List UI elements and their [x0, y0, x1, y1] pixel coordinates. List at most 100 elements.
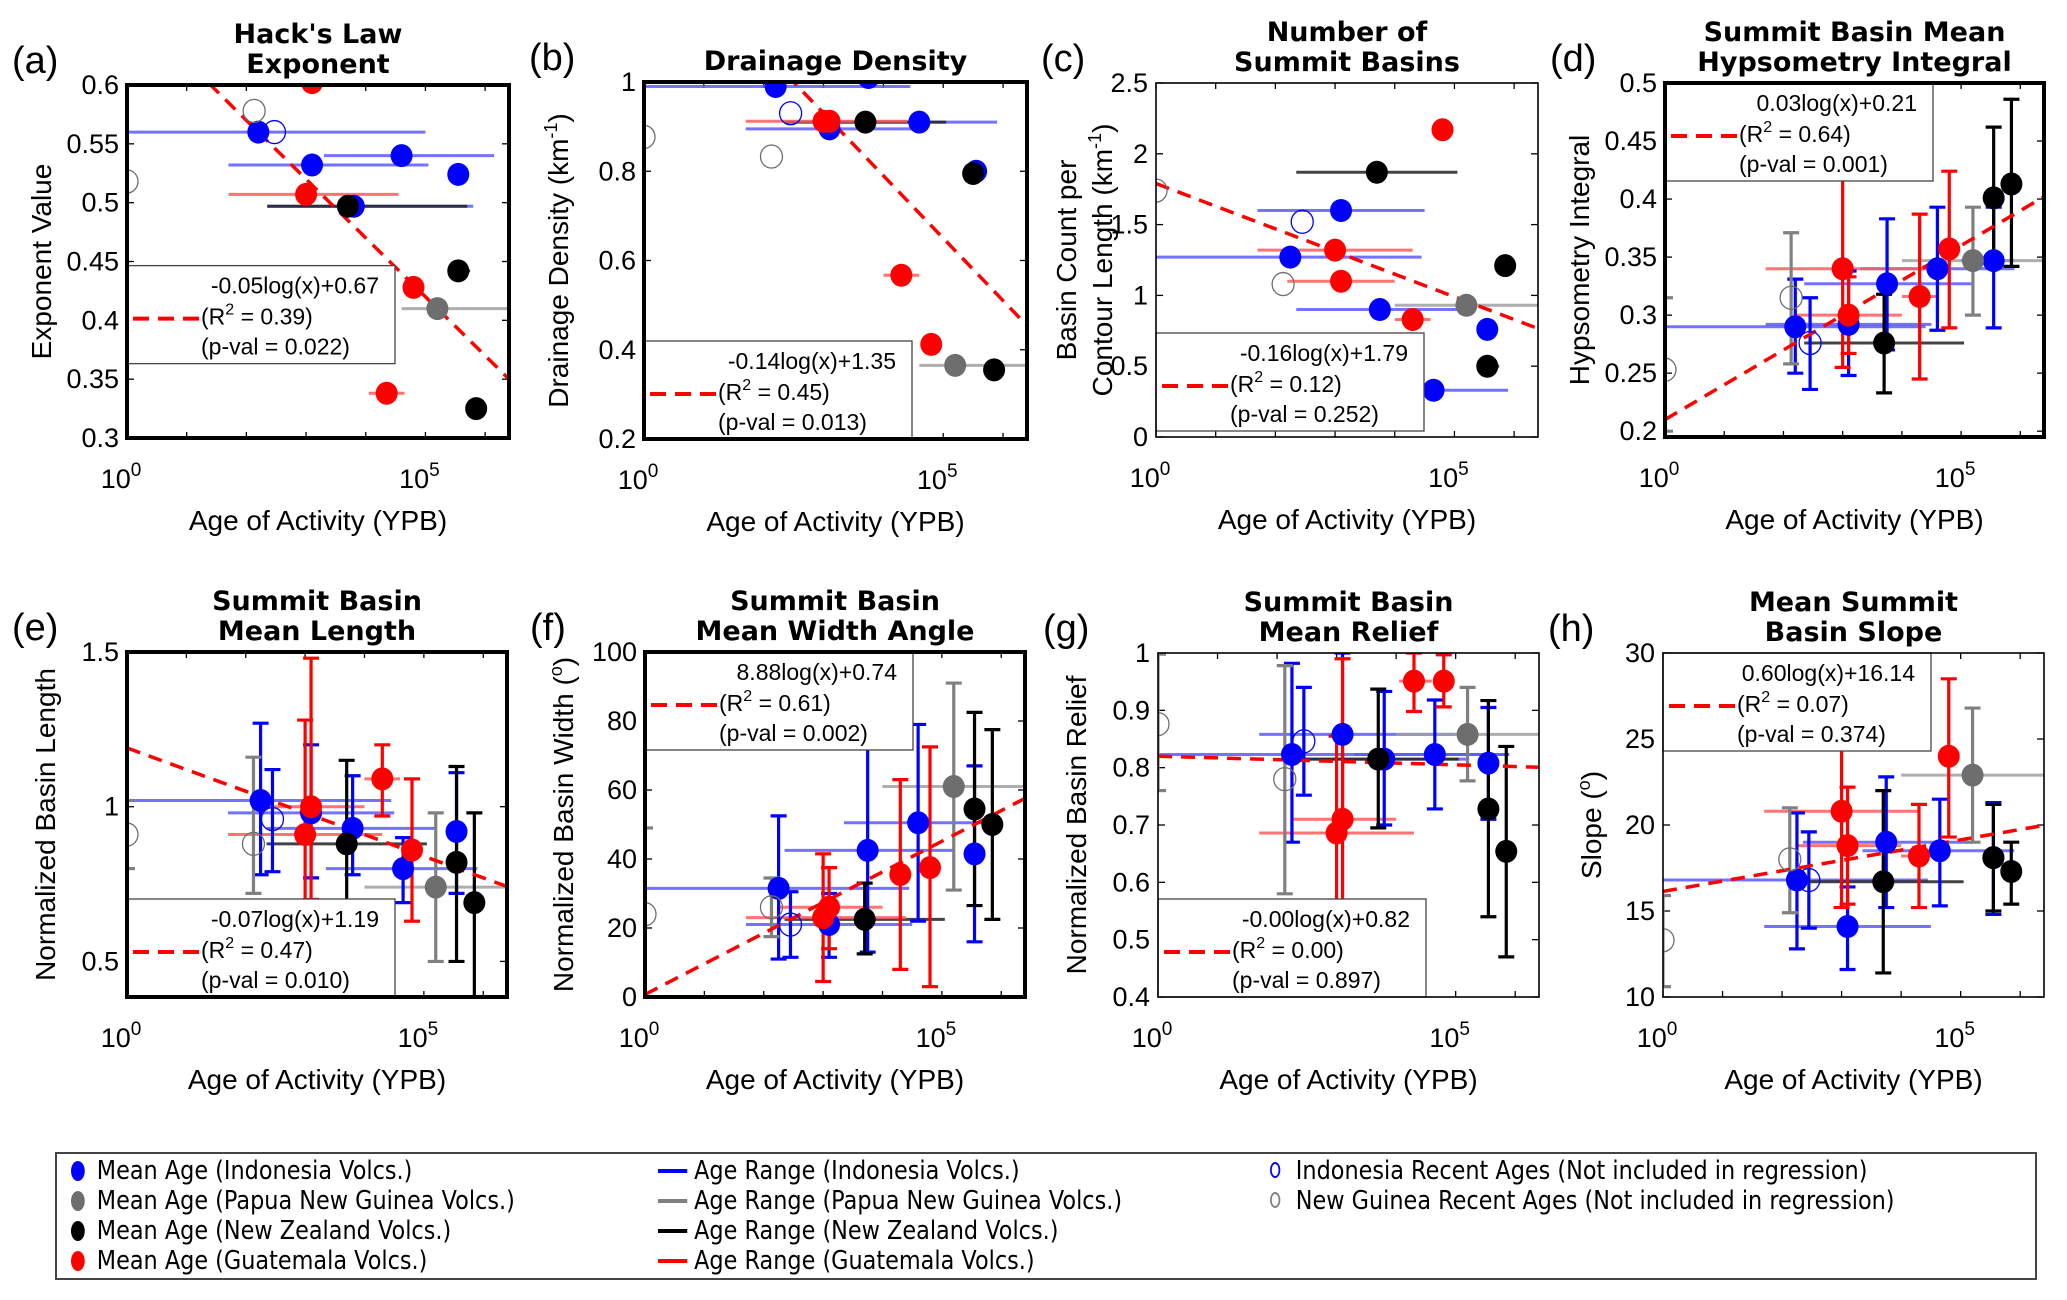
- data-point: [1961, 763, 1984, 787]
- panel-label: (a): [12, 40, 58, 82]
- fit-r-squared: (R2 = 0.12): [1230, 369, 1342, 397]
- recent-age-point: [127, 169, 139, 194]
- legend-label: Age Range (Guatemala Volcs.): [694, 1246, 1035, 1276]
- data-point: [447, 162, 470, 186]
- y-axis-label: Slope (o): [1574, 771, 1607, 879]
- fit-r-squared: (R2 = 0.00): [1232, 935, 1344, 963]
- data-point: [1785, 868, 1808, 892]
- line-icon: [658, 1259, 688, 1263]
- y-axis-label: Hypsometry Integral: [1564, 135, 1595, 386]
- ring-icon: [1270, 1162, 1281, 1178]
- plot-area: [127, 85, 509, 421]
- ring-icon: [1270, 1192, 1281, 1208]
- data-point: [981, 813, 1004, 836]
- legend-label: Mean Age (New Zealand Volcs.): [96, 1216, 452, 1246]
- legend-label: New Guinea Recent Ages (Not included in …: [1295, 1186, 1895, 1216]
- y-tick-label: 0.7: [1112, 810, 1150, 840]
- dot-icon: [71, 1161, 85, 1181]
- fit-equation: 0.03log(x)+0.21: [1757, 90, 1917, 116]
- y-tick-label: 2.5: [1110, 68, 1148, 98]
- fit-p-value: (p-val = 0.897): [1232, 967, 1381, 993]
- y-tick-label: 0.5: [1619, 68, 1657, 98]
- x-axis-label: Age of Activity (YPB): [1218, 504, 1476, 535]
- y-tick-label: 80: [607, 706, 637, 736]
- panel-label: (f): [530, 607, 566, 649]
- axes-frame: [643, 650, 1027, 999]
- y-tick-label: 0.35: [66, 364, 119, 394]
- chart-title: Mean Relief: [1259, 617, 1439, 648]
- data-point: [1402, 669, 1425, 693]
- data-point: [854, 110, 877, 134]
- chart-title: Summit Basins: [1234, 47, 1460, 78]
- x-tick-label: 100: [1132, 1019, 1173, 1053]
- y-tick-label: 2: [1133, 139, 1148, 169]
- data-point: [1836, 914, 1859, 938]
- data-point: [764, 82, 787, 98]
- fit-p-value: (p-val = 0.022): [201, 334, 350, 360]
- y-tick-label: 0.9: [1112, 695, 1150, 725]
- fit-legend-box: [1155, 332, 1425, 432]
- data-point: [301, 153, 324, 177]
- plot-area: [1665, 97, 2044, 433]
- data-point: [983, 358, 1006, 382]
- data-point: [371, 767, 394, 791]
- data-point: [1325, 821, 1348, 845]
- chart-title: Summit Basin: [730, 586, 940, 617]
- dot-icon: [71, 1221, 85, 1241]
- legend-label: Age Range (Papua New Guinea Volcs.): [694, 1186, 1123, 1216]
- recent-age-point: [759, 144, 784, 169]
- recent-age-point: [1158, 711, 1170, 737]
- recent-age-point: [759, 895, 784, 920]
- regression-line: [1158, 754, 1539, 769]
- fit-p-value: (p-val = 0.002): [719, 720, 868, 746]
- x-tick-label: 100: [618, 461, 659, 495]
- legend-label: Mean Age (Guatemala Volcs.): [96, 1246, 428, 1276]
- fit-legend-box: [1664, 82, 1934, 182]
- y-tick-label: 0.35: [1604, 242, 1657, 272]
- data-point: [890, 263, 913, 287]
- recent-age-point: [778, 101, 803, 126]
- data-point: [1477, 797, 1500, 821]
- y-axis-label: Contour Length (km-1): [1085, 124, 1118, 397]
- fit-p-value: (p-val = 0.252): [1230, 401, 1379, 427]
- data-point: [392, 857, 415, 881]
- regression-line: [645, 796, 1025, 997]
- line-icon: [658, 1169, 688, 1173]
- recent-age-point: [127, 822, 139, 847]
- dot-icon: [71, 1251, 85, 1271]
- data-point: [962, 161, 985, 185]
- fit-p-value: (p-val = 0.001): [1739, 151, 1888, 177]
- fit-p-value: (p-val = 0.013): [718, 409, 867, 435]
- data-point: [1836, 834, 1859, 858]
- legend: Mean Age (Indonesia Volcs.) Mean Age (Pa…: [55, 1152, 2037, 1280]
- data-point: [963, 842, 986, 866]
- data-point: [295, 182, 318, 206]
- chart-title: Mean Width Angle: [696, 616, 975, 647]
- data-point: [818, 109, 841, 133]
- x-tick-label: 105: [1935, 459, 1976, 493]
- line-icon: [658, 1199, 688, 1203]
- data-point: [1476, 317, 1499, 341]
- data-point: [1494, 254, 1517, 278]
- recent-age-point: [1271, 271, 1295, 297]
- dot-icon: [71, 1191, 85, 1211]
- recent-age-point: [1290, 209, 1314, 234]
- y-axis-label: Normalized Basin Length: [30, 668, 61, 981]
- line-icon: [658, 1229, 688, 1233]
- axes-frame: [1157, 652, 1540, 998]
- data-point: [856, 838, 879, 862]
- x-tick-label: 105: [916, 1019, 957, 1053]
- data-point: [445, 819, 468, 843]
- chart-title: Hypsometry Integral: [1697, 47, 2011, 78]
- recent-age-point: [1779, 285, 1803, 310]
- data-point: [2000, 172, 2023, 196]
- data-point: [2000, 859, 2023, 883]
- y-tick-label: 0.4: [598, 335, 636, 365]
- x-axis-label: Age of Activity (YPB): [1724, 1064, 1982, 1095]
- axes-frame: [1662, 652, 2045, 998]
- y-tick-label: 0.45: [1604, 126, 1657, 156]
- data-point: [390, 144, 413, 168]
